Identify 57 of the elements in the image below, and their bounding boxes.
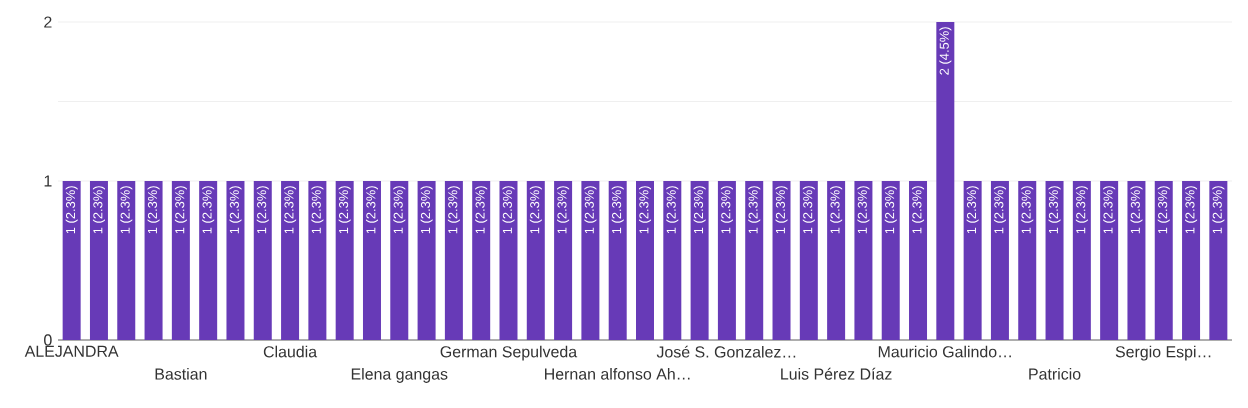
data-label: 1 (2.3%) (420, 186, 433, 234)
data-label: 1 (2.3%) (1075, 186, 1088, 234)
data-label: 1 (2.3%) (447, 186, 460, 234)
data-label: 1 (2.3%) (120, 186, 133, 234)
x-tick-label: ALEJANDRA (24, 345, 119, 357)
data-label: 1 (2.3%) (1048, 186, 1061, 234)
data-label: 1 (2.3%) (147, 186, 160, 234)
data-label: 1 (2.3%) (720, 186, 733, 234)
data-label: 1 (2.3%) (611, 186, 624, 234)
y-tick-label: 0 (44, 334, 52, 346)
x-tick-label: Patricio (1029, 368, 1081, 380)
x-tick-label: German Sepulveda (440, 345, 578, 361)
data-label: 1 (2.3%) (693, 186, 706, 234)
x-tick-label: Luis Pérez Díaz (781, 367, 892, 380)
data-label: 1 (2.3%) (775, 186, 788, 234)
x-tick-label: Mauricio Galindo… (878, 345, 1011, 358)
data-label: 1 (2.3%) (92, 186, 105, 234)
data-label: 1 (2.3%) (1130, 186, 1143, 234)
x-tick-label: Bastian (155, 368, 207, 380)
data-label: 1 (2.3%) (638, 186, 652, 234)
data-label: 1 (2.3%) (584, 186, 597, 234)
data-label: 1 (2.3%) (338, 186, 351, 234)
data-label: 1 (2.3%) (557, 186, 570, 234)
data-label: 1 (2.3%) (912, 186, 925, 234)
data-label: 1 (2.3%) (1212, 186, 1225, 234)
data-label: 1 (2.3%) (65, 186, 78, 234)
data-label: 1 (2.3%) (666, 186, 679, 234)
x-tick-label: Sergio Espi… (1115, 345, 1211, 361)
data-label: 1 (2.3%) (884, 186, 897, 234)
data-label: 1 (2.3%) (993, 186, 1006, 234)
data-label: 1 (2.3%) (502, 186, 515, 234)
data-label: 1 (2.3%) (1185, 186, 1198, 234)
data-label: 1 (2.3%) (311, 186, 324, 234)
x-tick-label: Elena gangas (351, 368, 448, 383)
data-label: 1 (2.3%) (1103, 186, 1116, 234)
data-label: 1 (2.3%) (256, 186, 269, 234)
data-label: 1 (2.3%) (284, 186, 297, 234)
data-label: 1 (2.3%) (475, 186, 488, 234)
data-label: 1 (2.3%) (857, 186, 870, 234)
data-label: 2 (4.5%) (939, 27, 952, 75)
y-tick-label: 2 (44, 16, 52, 28)
data-label: 1 (2.3%) (174, 186, 187, 234)
data-label: 1 (2.3%) (802, 186, 815, 234)
data-label: 1 (2.3%) (529, 186, 542, 234)
x-tick-label: Claudia (263, 345, 318, 358)
data-label: 1 (2.3%) (229, 186, 242, 234)
data-label: 1 (2.3%) (748, 186, 761, 234)
data-label: 1 (2.3%) (202, 186, 215, 234)
data-label: 1 (2.3%) (830, 186, 843, 234)
data-label: 1 (2.3%) (1021, 186, 1034, 234)
data-label: 1 (2.3%) (365, 186, 379, 234)
y-tick-label: 1 (44, 175, 52, 187)
data-label: 1 (2.3%) (966, 186, 979, 234)
x-tick-label: Hernan alfonso Ah… (545, 368, 690, 380)
data-label: 1 (2.3%) (393, 186, 406, 234)
x-tick-label: José S. Gonzalez… (656, 345, 796, 358)
data-label: 1 (2.3%) (1157, 186, 1170, 234)
